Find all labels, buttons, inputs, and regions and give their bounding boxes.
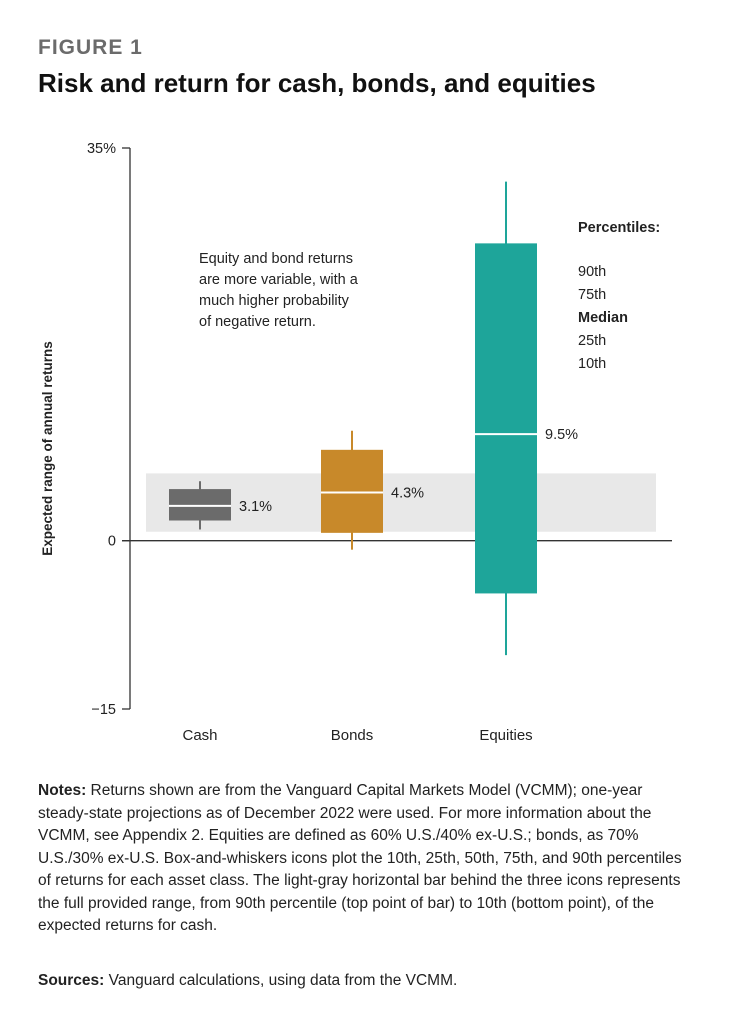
box xyxy=(475,243,537,594)
box-plot-chart: 35% 0 −15 Expected range of annual returns 3… xyxy=(40,141,672,744)
x-category-label: Bonds xyxy=(331,727,374,744)
median-label: 3.1% xyxy=(239,499,272,515)
y-axis-label: Expected range of annual returns xyxy=(40,341,55,556)
annotation-line: much higher probability xyxy=(199,293,350,309)
sources: Sources: Vanguard calculations, using da… xyxy=(38,970,688,992)
notes: Notes: Returns shown are from the Vangua… xyxy=(38,780,688,938)
sources-label: Sources: xyxy=(38,972,105,989)
legend-item: 90th xyxy=(578,264,606,280)
median-label: 4.3% xyxy=(391,485,424,501)
annotation-line: Equity and bond returns xyxy=(199,251,353,267)
legend-item: 75th xyxy=(578,287,606,303)
figure-title: Risk and return for cash, bonds, and equ… xyxy=(38,68,596,98)
x-category-label: Equities xyxy=(479,727,532,744)
y-tick-label: −15 xyxy=(91,702,116,718)
notes-label: Notes: xyxy=(38,782,87,799)
sources-text: Vanguard calculations, using data from t… xyxy=(104,972,458,989)
notes-text: Returns shown are from the Vanguard Capi… xyxy=(38,782,682,934)
x-category-label: Cash xyxy=(182,727,217,744)
annotation-line: are more variable, with a xyxy=(199,272,359,288)
legend-item: 25th xyxy=(578,333,606,349)
annotation-line: of negative return. xyxy=(199,314,316,330)
legend-title: Percentiles: xyxy=(578,220,660,236)
median-label: 9.5% xyxy=(545,427,578,443)
y-tick-label: 0 xyxy=(108,534,116,550)
box xyxy=(169,489,231,521)
box xyxy=(321,449,383,533)
legend-item: Median xyxy=(578,310,628,326)
figure-label: FIGURE 1 xyxy=(38,36,143,59)
legend-item: 10th xyxy=(578,356,606,372)
y-tick-label: 35% xyxy=(87,141,116,157)
